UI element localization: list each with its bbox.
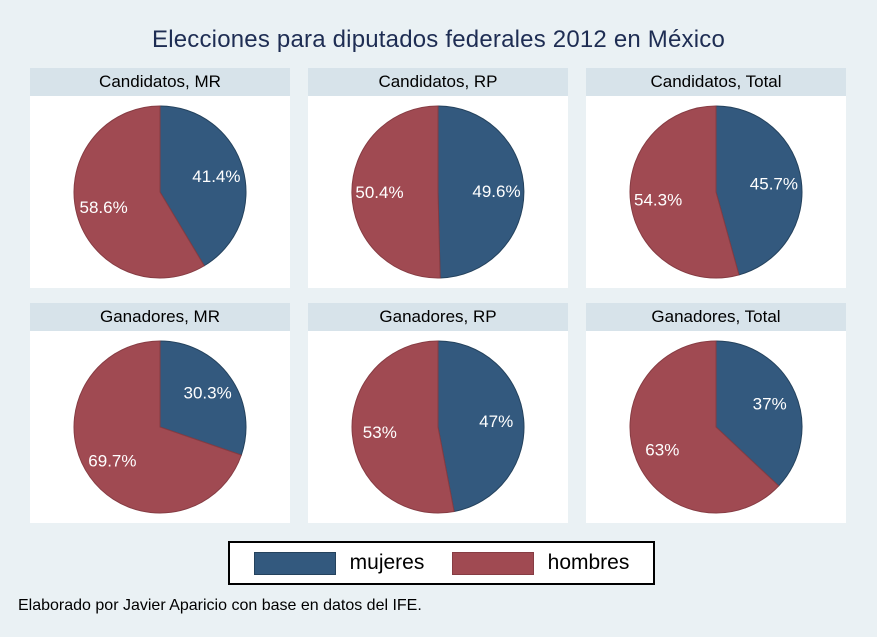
pie-slice-label-mujeres: 37%	[753, 394, 787, 413]
panel-title: Candidatos, Total	[586, 68, 846, 96]
legend-label-mujeres: mujeres	[349, 551, 425, 574]
pie-slice-mujeres	[715, 340, 803, 487]
pie-slice-mujeres	[159, 105, 247, 267]
pie-chart-ganadores-rp: 47% 53%	[308, 331, 568, 523]
legend: mujeres hombres	[228, 541, 655, 585]
pie-slice-label-mujeres: 30.3%	[183, 384, 231, 403]
pie-slice-mujeres	[159, 340, 247, 456]
pie-slice-label-hombres: 53%	[363, 423, 397, 442]
panel-ganadores-rp: Ganadores, RP 47% 53%	[308, 303, 568, 523]
pie-slice-hombres	[351, 340, 455, 514]
pie-svg: 49.6% 50.4%	[351, 105, 525, 279]
pie-slice-hombres	[629, 105, 740, 279]
legend-entry-hombres: hombres	[451, 551, 630, 575]
panel-candidatos-mr: Candidatos, MR 41.4% 58.6%	[30, 68, 290, 288]
panel-ganadores-total: Ganadores, Total 37% 63%	[586, 303, 846, 523]
pie-svg: 45.7% 54.3%	[629, 105, 803, 279]
panel-title: Ganadores, RP	[308, 303, 568, 331]
pie-chart-ganadores-mr: 30.3% 69.7%	[30, 331, 290, 523]
chart-title: Elecciones para diputados federales 2012…	[151, 26, 726, 53]
pie-chart-candidatos-total: 45.7% 54.3%	[586, 96, 846, 288]
pie-slice-hombres	[73, 105, 205, 279]
pie-slice-label-mujeres: 45.7%	[750, 175, 798, 194]
pie-slice-mujeres	[715, 105, 803, 276]
pie-slice-label-hombres: 63%	[645, 441, 679, 460]
pie-chart-ganadores-total: 37% 63%	[586, 331, 846, 523]
panel-title: Candidatos, RP	[308, 68, 568, 96]
pie-svg: 41.4% 58.6%	[73, 105, 247, 279]
pie-slice-hombres	[73, 340, 242, 514]
pie-slice-hombres	[629, 340, 780, 514]
pie-slice-label-hombres: 50.4%	[355, 183, 403, 202]
pie-slice-hombres	[351, 105, 441, 279]
pie-slice-mujeres	[437, 340, 525, 513]
panel-candidatos-total: Candidatos, Total 45.7% 54.3%	[586, 68, 846, 288]
pie-chart-candidatos-mr: 41.4% 58.6%	[30, 96, 290, 288]
legend-swatch-hombres-icon	[451, 551, 534, 575]
pie-slice-label-hombres: 69.7%	[88, 451, 136, 470]
panel-ganadores-mr: Ganadores, MR 30.3% 69.7%	[30, 303, 290, 523]
pie-slice-label-mujeres: 41.4%	[192, 167, 240, 186]
panel-candidatos-rp: Candidatos, RP 49.6% 50.4%	[308, 68, 568, 288]
panel-title: Candidatos, MR	[30, 68, 290, 96]
legend-swatch-mujeres-icon	[253, 551, 336, 575]
panel-title: Ganadores, Total	[586, 303, 846, 331]
pie-svg: 47% 53%	[351, 340, 525, 514]
pie-slice-label-mujeres: 47%	[479, 412, 513, 431]
pie-chart-candidatos-rp: 49.6% 50.4%	[308, 96, 568, 288]
panel-title: Ganadores, MR	[30, 303, 290, 331]
legend-label-hombres: hombres	[547, 551, 630, 574]
pie-slice-label-hombres: 54.3%	[634, 190, 682, 209]
source-note: Elaborado por Javier Aparicio con base e…	[18, 597, 422, 614]
pie-svg: 30.3% 69.7%	[73, 340, 247, 514]
pie-slice-label-hombres: 58.6%	[79, 198, 127, 217]
pie-slice-label-mujeres: 49.6%	[472, 182, 520, 201]
pie-svg: 37% 63%	[629, 340, 803, 514]
legend-entry-mujeres: mujeres	[253, 551, 425, 575]
pie-slice-mujeres	[437, 105, 525, 279]
